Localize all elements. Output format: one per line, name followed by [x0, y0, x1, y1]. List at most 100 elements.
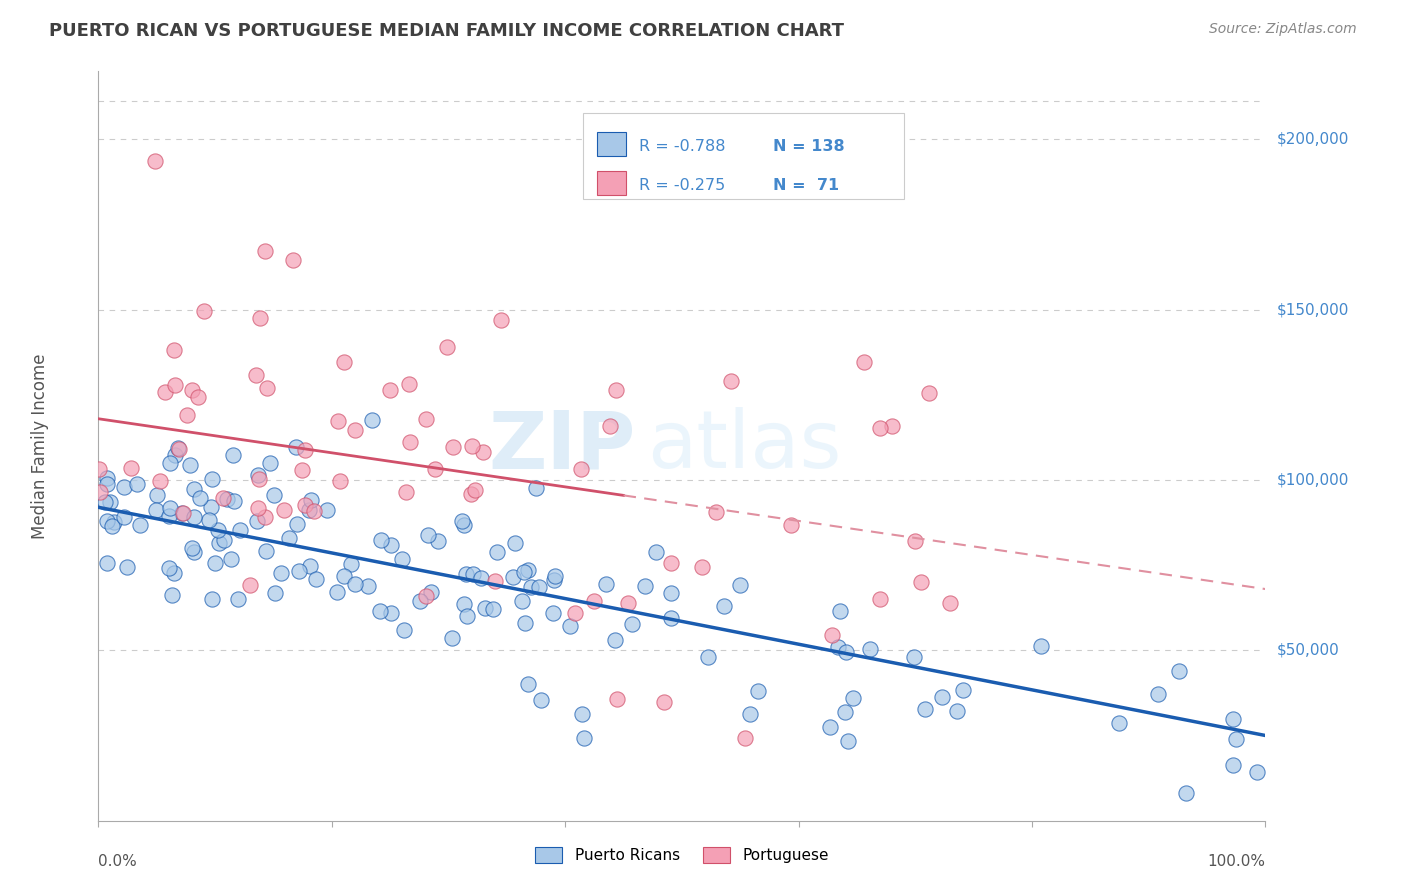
- Text: $50,000: $50,000: [1277, 643, 1340, 657]
- Point: [1246, 765, 1268, 780]
- Point: [517, 677, 540, 691]
- Point: [659, 557, 682, 571]
- Point: [96, 514, 118, 528]
- Point: [779, 518, 801, 533]
- Point: [183, 483, 205, 497]
- Point: [294, 498, 316, 512]
- Point: [1167, 664, 1189, 678]
- Point: [224, 493, 246, 508]
- Point: [460, 486, 482, 500]
- Point: [529, 580, 551, 594]
- Point: [204, 557, 226, 571]
- Point: [198, 513, 221, 527]
- Point: [326, 584, 349, 599]
- Point: [380, 383, 402, 397]
- Point: [329, 475, 352, 489]
- Point: [100, 518, 122, 533]
- Point: [1222, 712, 1244, 726]
- Point: [146, 488, 169, 502]
- Point: [903, 650, 925, 665]
- Point: [605, 633, 627, 648]
- Point: [728, 578, 751, 592]
- Point: [159, 456, 181, 470]
- Point: [837, 734, 859, 748]
- Point: [738, 707, 761, 722]
- Point: [254, 244, 277, 259]
- Point: [125, 476, 148, 491]
- Point: [96, 556, 118, 570]
- Point: [485, 545, 508, 559]
- Point: [391, 552, 413, 566]
- Point: [256, 381, 278, 395]
- Point: [394, 623, 416, 637]
- Point: [263, 488, 285, 502]
- Point: [340, 558, 363, 572]
- Point: [399, 435, 422, 450]
- Point: [1147, 687, 1170, 701]
- Point: [380, 538, 402, 552]
- Point: [441, 440, 464, 454]
- Point: [491, 313, 513, 327]
- Point: [246, 500, 269, 515]
- Point: [644, 545, 666, 559]
- Point: [145, 503, 167, 517]
- Point: [834, 645, 856, 659]
- Point: [520, 580, 543, 594]
- Text: 0.0%: 0.0%: [98, 855, 138, 870]
- Point: [720, 374, 742, 388]
- Point: [112, 480, 135, 494]
- Point: [513, 566, 536, 580]
- Point: [226, 591, 249, 606]
- Point: [510, 594, 533, 608]
- Point: [165, 377, 187, 392]
- Point: [217, 491, 239, 506]
- Text: ZIP: ZIP: [488, 407, 636, 485]
- Point: [221, 448, 243, 462]
- Point: [440, 631, 463, 645]
- Point: [380, 606, 402, 620]
- Point: [103, 515, 125, 529]
- Point: [167, 442, 190, 456]
- Point: [299, 492, 322, 507]
- Point: [112, 509, 135, 524]
- Point: [910, 574, 932, 589]
- Point: [93, 495, 115, 509]
- Point: [395, 485, 418, 500]
- Point: [208, 535, 231, 549]
- Text: $150,000: $150,000: [1277, 302, 1348, 318]
- FancyBboxPatch shape: [596, 170, 626, 195]
- Point: [880, 419, 903, 434]
- FancyBboxPatch shape: [596, 132, 626, 156]
- Point: [176, 408, 198, 422]
- Point: [179, 458, 201, 472]
- Point: [201, 472, 224, 486]
- Point: [287, 517, 309, 532]
- Point: [163, 448, 186, 462]
- Point: [661, 611, 683, 625]
- Point: [572, 731, 595, 745]
- Point: [277, 531, 299, 545]
- Point: [450, 514, 472, 528]
- Point: [946, 704, 969, 718]
- Point: [470, 571, 492, 585]
- Point: [163, 343, 186, 358]
- Point: [599, 418, 621, 433]
- Point: [290, 463, 312, 477]
- Point: [253, 509, 276, 524]
- Point: [129, 518, 152, 533]
- Point: [172, 506, 194, 520]
- Point: [167, 441, 190, 455]
- Point: [821, 628, 844, 642]
- Point: [183, 544, 205, 558]
- Point: [238, 578, 260, 592]
- Point: [163, 566, 186, 581]
- Point: [149, 474, 172, 488]
- Point: [461, 566, 484, 581]
- Point: [621, 617, 644, 632]
- Point: [827, 640, 849, 654]
- Point: [294, 442, 316, 457]
- Point: [117, 559, 139, 574]
- Point: [516, 563, 538, 577]
- Point: [370, 533, 392, 547]
- Point: [211, 491, 233, 505]
